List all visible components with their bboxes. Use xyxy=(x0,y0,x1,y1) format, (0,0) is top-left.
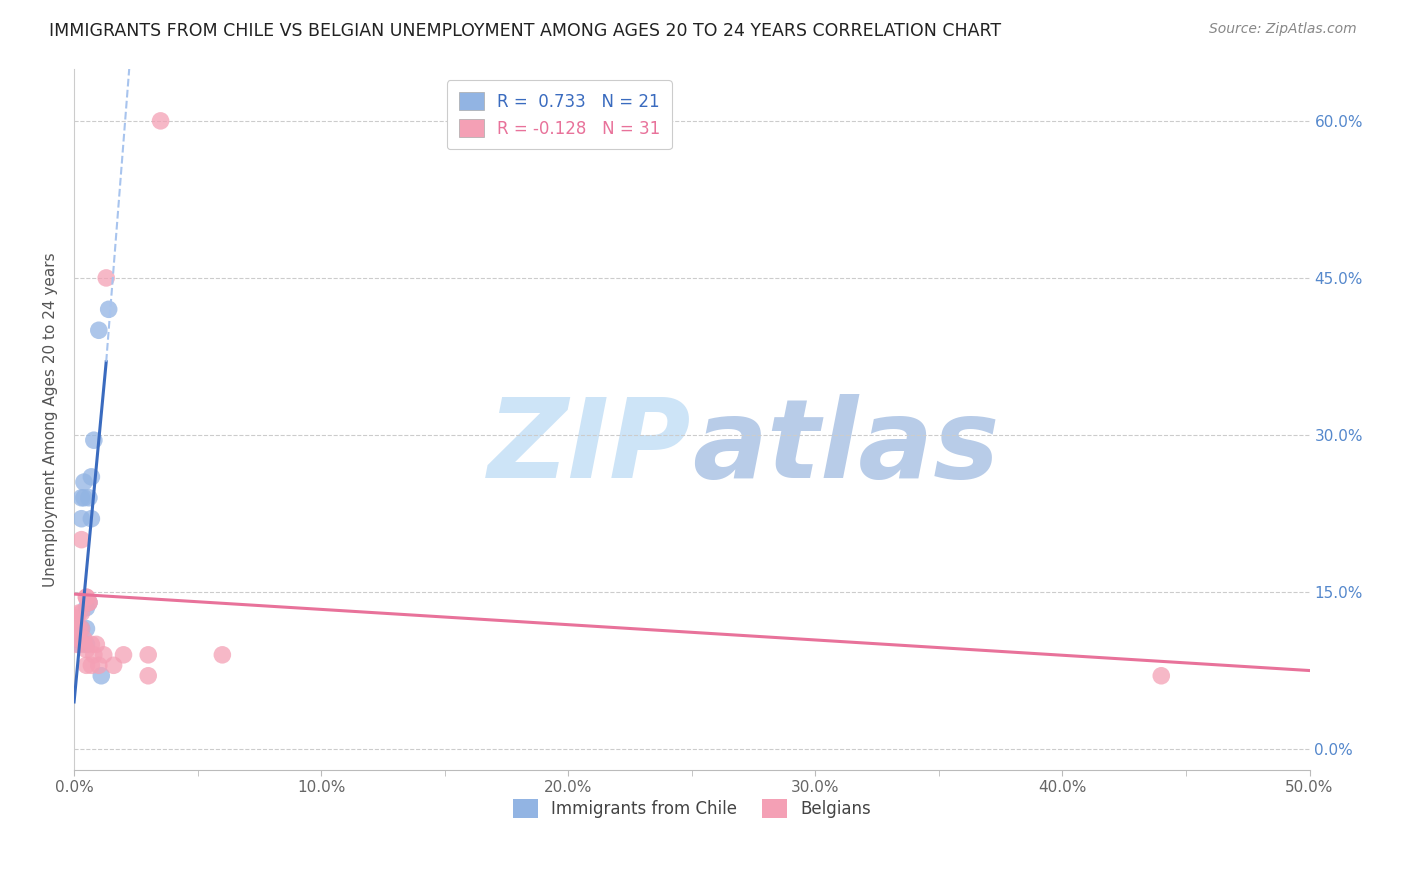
Point xyxy=(65,622,87,636)
Point xyxy=(75,637,97,651)
Point xyxy=(73,632,96,647)
Point xyxy=(70,622,93,636)
Point xyxy=(65,611,87,625)
Point xyxy=(67,632,90,647)
Text: atlas: atlas xyxy=(692,393,1000,500)
Point xyxy=(67,622,90,636)
Point xyxy=(87,323,110,337)
Point xyxy=(83,648,105,662)
Point xyxy=(67,622,90,636)
Point xyxy=(67,637,90,651)
Point xyxy=(80,637,103,651)
Point xyxy=(70,606,93,620)
Point xyxy=(73,637,96,651)
Point xyxy=(73,491,96,505)
Point xyxy=(136,669,159,683)
Point xyxy=(75,642,97,657)
Point xyxy=(67,606,90,620)
Point xyxy=(80,470,103,484)
Point xyxy=(103,658,125,673)
Point xyxy=(136,648,159,662)
Point xyxy=(211,648,233,662)
Point xyxy=(65,622,87,636)
Point xyxy=(87,658,110,673)
Point xyxy=(65,637,87,651)
Point xyxy=(77,595,100,609)
Point xyxy=(70,622,93,636)
Text: IMMIGRANTS FROM CHILE VS BELGIAN UNEMPLOYMENT AMONG AGES 20 TO 24 YEARS CORRELAT: IMMIGRANTS FROM CHILE VS BELGIAN UNEMPLO… xyxy=(49,22,1001,40)
Point xyxy=(73,475,96,489)
Point xyxy=(90,669,112,683)
Point xyxy=(75,591,97,605)
Point xyxy=(70,533,93,547)
Point xyxy=(77,491,100,505)
Point xyxy=(77,595,100,609)
Point xyxy=(97,302,120,317)
Y-axis label: Unemployment Among Ages 20 to 24 years: Unemployment Among Ages 20 to 24 years xyxy=(44,252,58,587)
Point xyxy=(75,622,97,636)
Point xyxy=(96,271,118,285)
Point xyxy=(75,591,97,605)
Point xyxy=(70,512,93,526)
Point xyxy=(75,600,97,615)
Point xyxy=(65,632,87,647)
Point xyxy=(75,658,97,673)
Legend: Immigrants from Chile, Belgians: Immigrants from Chile, Belgians xyxy=(506,793,877,825)
Text: ZIP: ZIP xyxy=(488,393,692,500)
Point xyxy=(77,595,100,609)
Point xyxy=(83,433,105,447)
Point xyxy=(80,512,103,526)
Point xyxy=(149,114,172,128)
Point xyxy=(70,491,93,505)
Point xyxy=(67,632,90,647)
Point xyxy=(86,637,108,651)
Point xyxy=(80,658,103,673)
Point xyxy=(93,648,115,662)
Point xyxy=(1150,669,1173,683)
Text: Source: ZipAtlas.com: Source: ZipAtlas.com xyxy=(1209,22,1357,37)
Point xyxy=(112,648,135,662)
